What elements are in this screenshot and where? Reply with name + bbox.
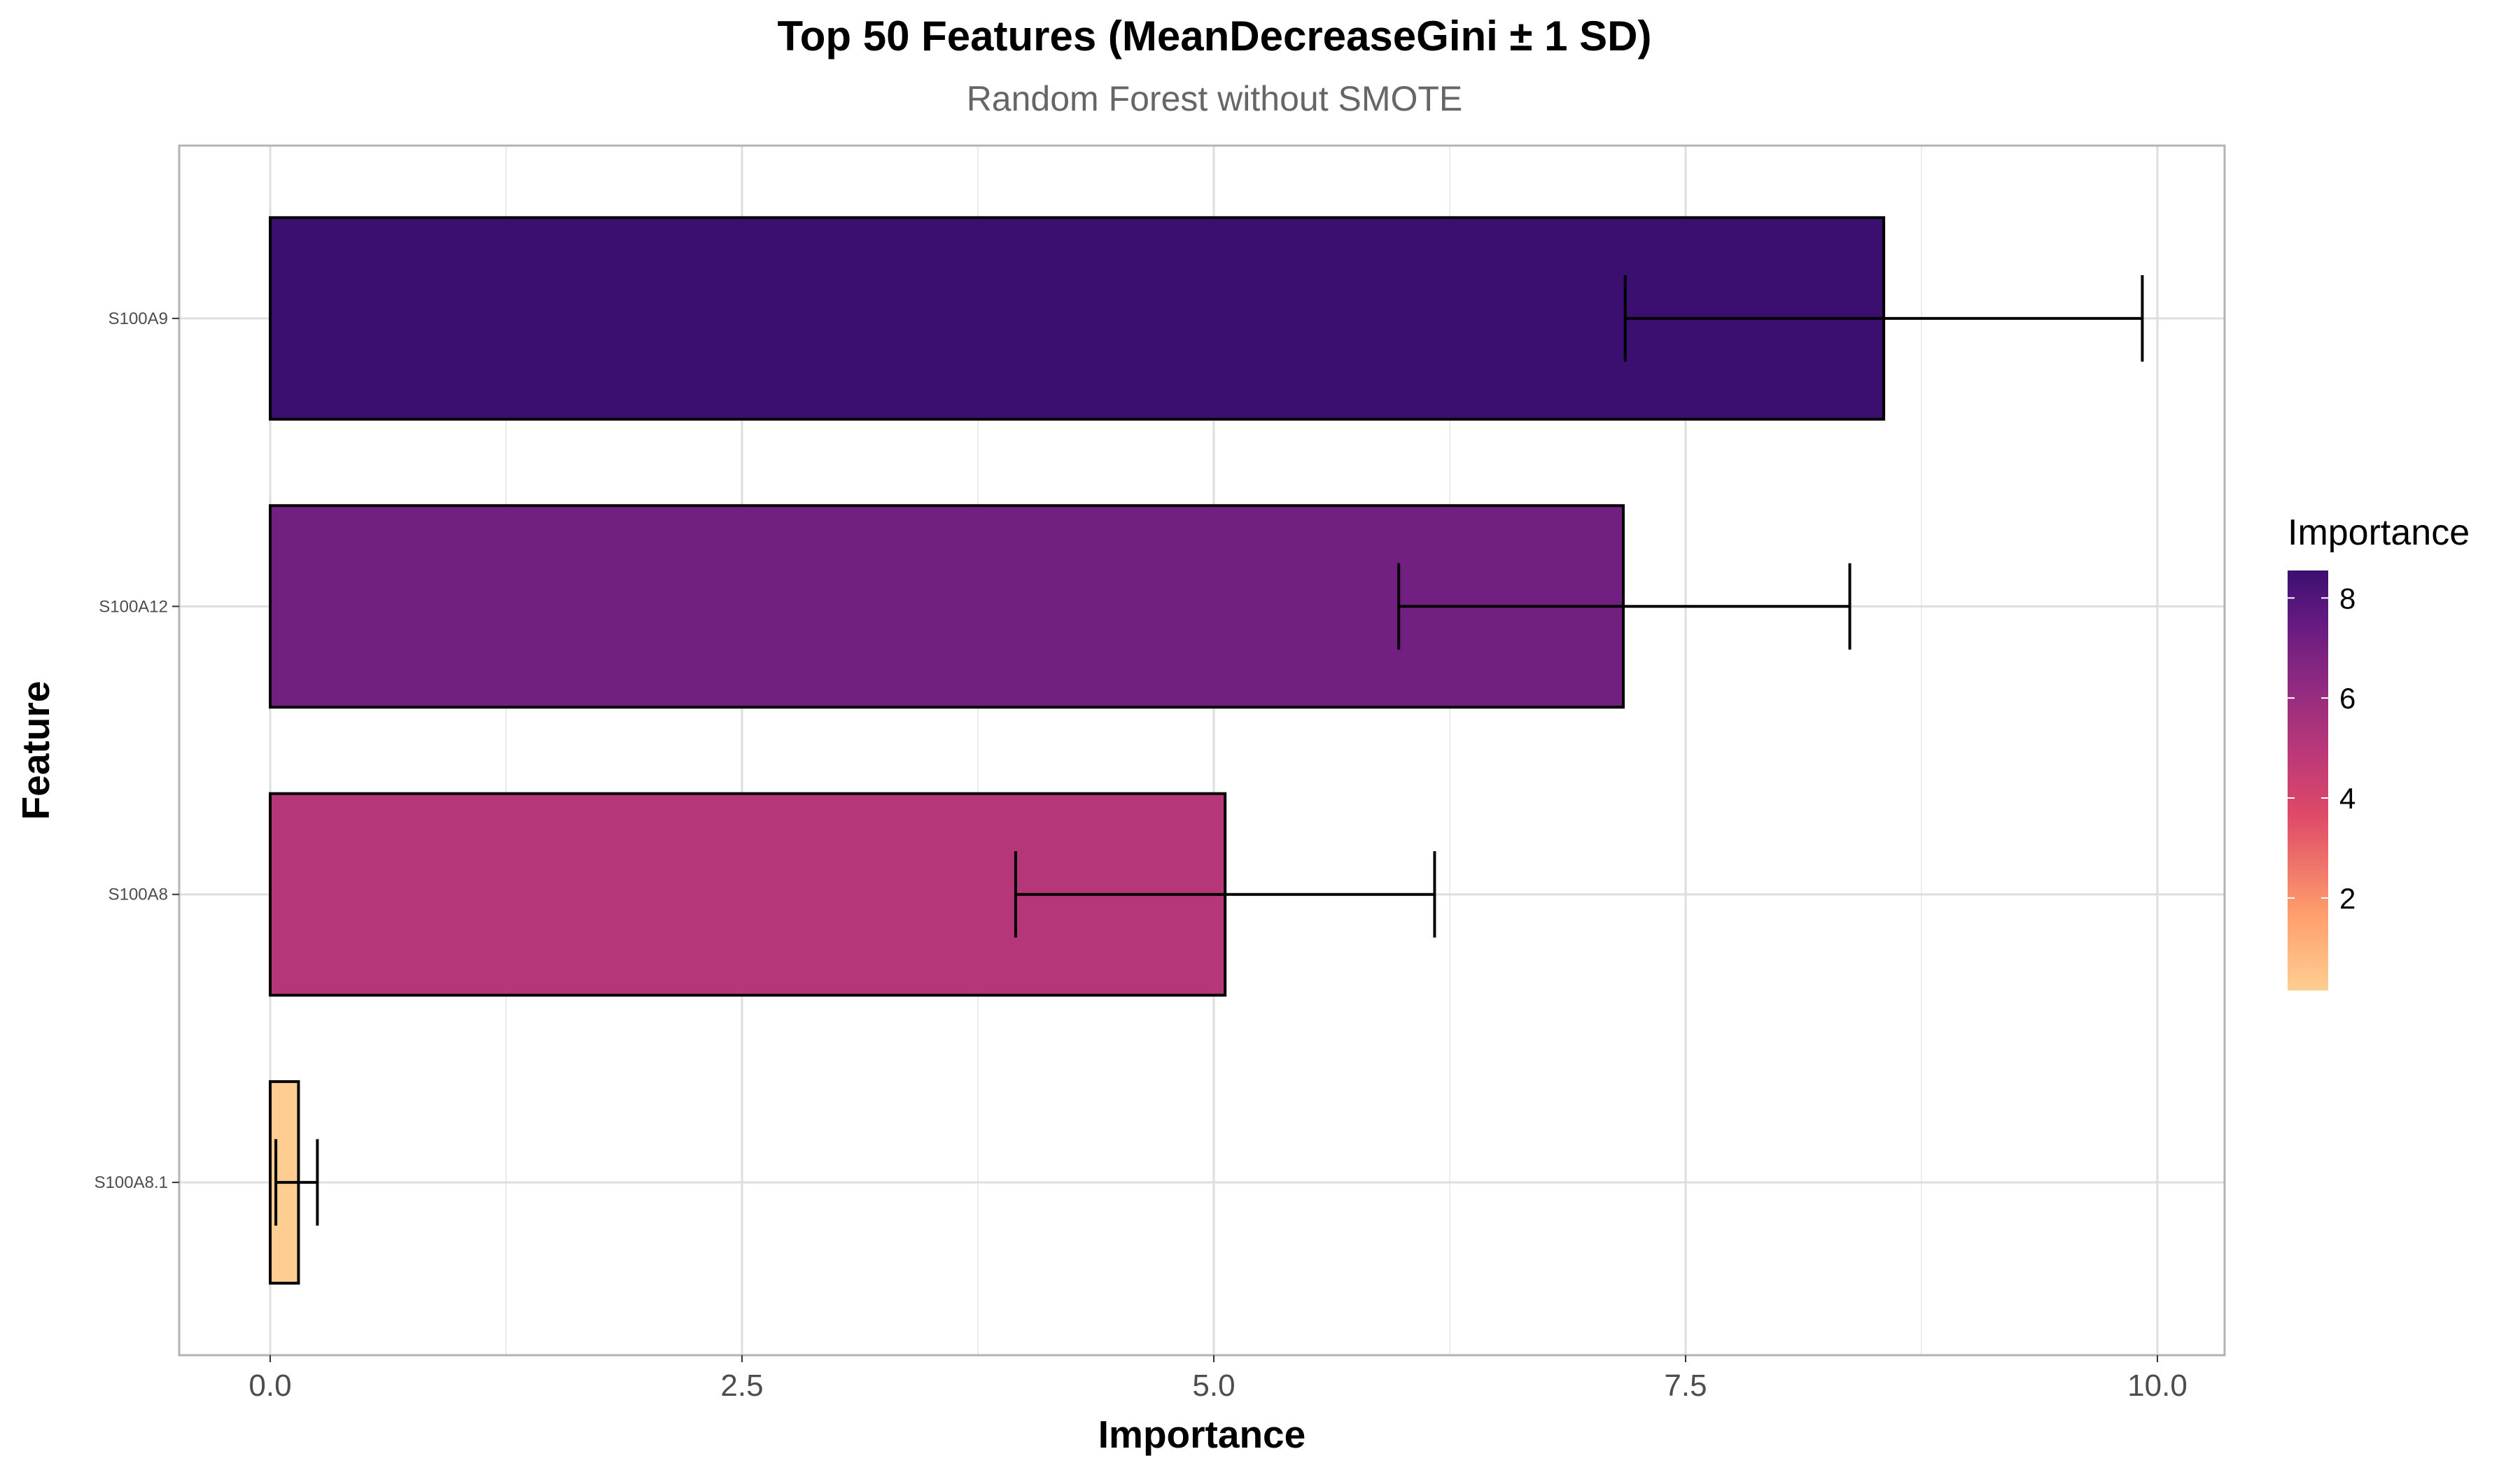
y-tick-label: S100A9 — [108, 309, 168, 328]
chart-title: Top 50 Features (MeanDecreaseGini ± 1 SD… — [778, 13, 1652, 59]
y-tick-label: S100A8.1 — [94, 1173, 168, 1192]
color-legend: Importance 2 4 6 8 — [2288, 512, 2470, 990]
legend-colorbar — [2288, 570, 2328, 990]
bars-layer — [269, 216, 1886, 1285]
y-tick-label: S100A8 — [108, 886, 168, 904]
x-tick-label: 10.0 — [2127, 1368, 2188, 1403]
legend-tick-label: 8 — [2339, 582, 2356, 615]
x-axis-title: Importance — [1098, 1413, 1306, 1456]
y-tick-label: S100A12 — [99, 597, 168, 616]
legend-tick-label: 6 — [2339, 682, 2356, 715]
error-bar-s100a9 — [1623, 275, 2144, 362]
legend-tick-label: 2 — [2339, 882, 2356, 915]
error-bar-s100a8 — [1014, 851, 1436, 938]
x-tick-label: 7.5 — [1664, 1368, 1707, 1403]
x-tick-label: 5.0 — [1192, 1368, 1235, 1403]
legend-tick-label: 4 — [2339, 782, 2356, 815]
error-bar-s100a8-1 — [274, 1139, 319, 1226]
error-bars-layer — [274, 275, 2144, 1226]
chart-subtitle: Random Forest without SMOTE — [967, 79, 1463, 118]
bar-s100a9 — [269, 216, 1886, 421]
x-tick-label: 2.5 — [720, 1368, 763, 1403]
y-tick-labels: S100A9 S100A12 S100A8 S100A8.1 — [94, 309, 179, 1192]
y-axis-title: Feature — [14, 681, 57, 820]
legend-title: Importance — [2288, 512, 2470, 553]
plot-panel-border — [178, 144, 2226, 1357]
legend-ticks: 2 4 6 8 — [2288, 582, 2356, 915]
x-tick-label: 0.0 — [248, 1368, 291, 1403]
error-bar-s100a12 — [1397, 563, 1851, 650]
x-tick-labels: 0.0 2.5 5.0 7.5 10.0 — [248, 1355, 2188, 1403]
